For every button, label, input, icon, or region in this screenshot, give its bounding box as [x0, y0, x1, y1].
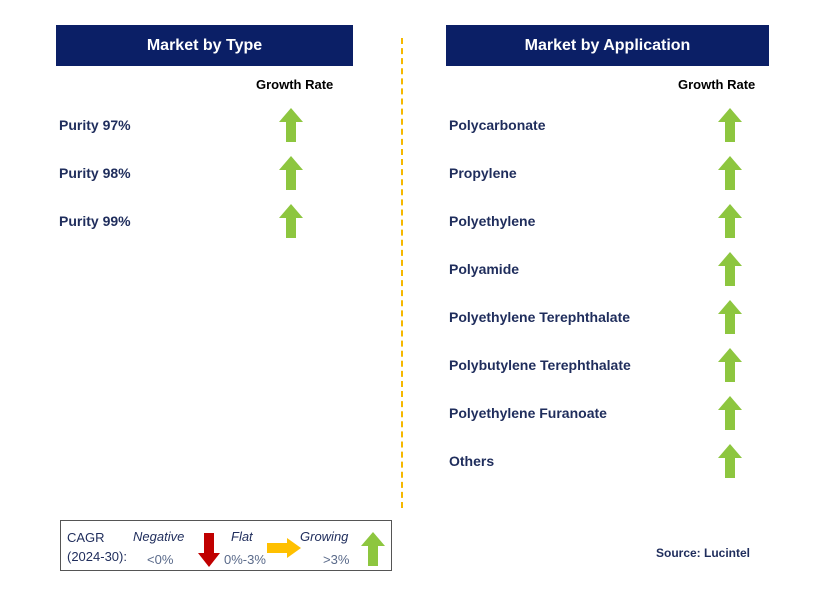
legend-cagr-period: (2024-30): [67, 549, 127, 564]
application-item-label: Polyethylene Terephthalate [449, 309, 631, 325]
application-growth-up-arrow-icon [718, 252, 742, 286]
cagr-legend: CAGR (2024-30): Negative <0% Flat 0%-3% … [60, 520, 392, 571]
type-item-label: Purity 98% [59, 165, 131, 181]
panel-divider [401, 38, 403, 508]
application-item-label: Others [449, 453, 495, 469]
application-growth-up-arrow-icon [718, 300, 742, 334]
application-growth-up-arrow-icon [718, 444, 742, 478]
application-growth-rate-label: Growth Rate [678, 77, 756, 92]
type-growth-up-arrow-icon [279, 108, 303, 142]
market-by-type-title: Market by Type [146, 36, 263, 54]
legend-negative-label: Negative [133, 529, 185, 544]
market-by-type-header: Market by Type [56, 25, 353, 66]
market-by-application-header: Market by Application [446, 25, 769, 66]
application-growth-up-arrow-icon [718, 348, 742, 382]
flat-right-arrow-icon [267, 538, 301, 558]
application-item-label: Polyethylene Furanoate [449, 405, 607, 421]
application-growth-up-arrow-icon [718, 108, 742, 142]
type-item-label: Purity 97% [59, 117, 131, 133]
application-item-label: Polycarbonate [449, 117, 546, 133]
legend-negative-range: <0% [147, 552, 174, 567]
application-item-label: Polybutylene Terephthalate [449, 357, 631, 373]
legend-growing-label: Growing [300, 529, 349, 544]
application-item-label: Polyethylene [449, 213, 536, 229]
legend-cagr-label: CAGR [67, 530, 105, 545]
negative-down-arrow-icon [198, 533, 220, 567]
market-by-application-title: Market by Application [524, 36, 691, 54]
legend-growing-range: >3% [323, 552, 350, 567]
legend-flat-label: Flat [231, 529, 253, 544]
type-growth-up-arrow-icon [279, 204, 303, 238]
type-growth-rate-label: Growth Rate [256, 77, 334, 92]
application-growth-up-arrow-icon [718, 396, 742, 430]
application-growth-up-arrow-icon [718, 156, 742, 190]
type-growth-up-arrow-icon [279, 156, 303, 190]
source-note: Source: Lucintel [656, 546, 751, 560]
application-item-label: Polyamide [449, 261, 520, 277]
application-growth-up-arrow-icon [718, 204, 742, 238]
growing-up-arrow-icon [361, 532, 385, 566]
type-item-label: Purity 99% [59, 213, 131, 229]
legend-flat-range: 0%-3% [224, 552, 266, 567]
application-item-label: Propylene [449, 165, 517, 181]
